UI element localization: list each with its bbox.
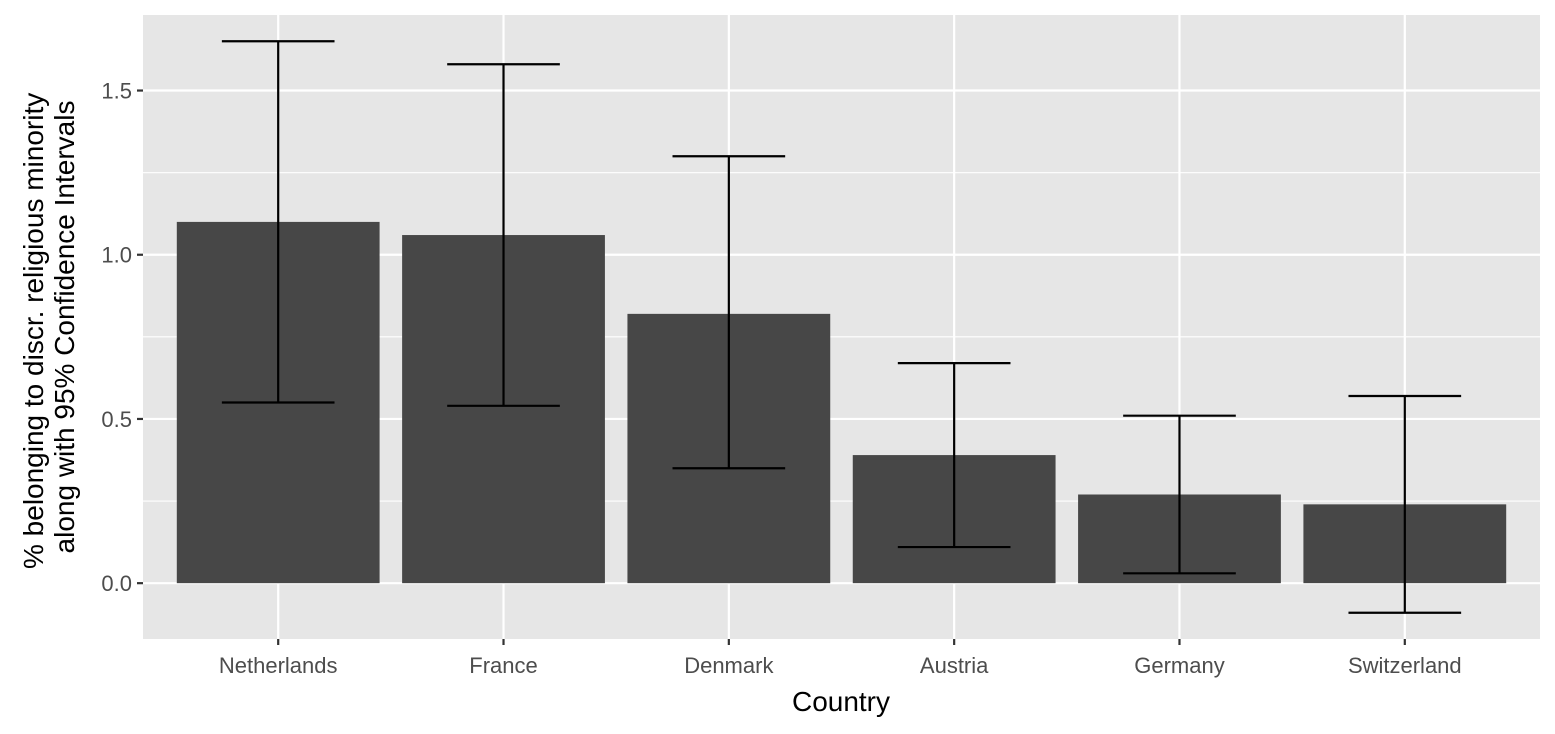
y-axis-title-line-2: along with 95% Confidence Intervals <box>49 101 80 554</box>
error-bar-denmark <box>672 155 786 470</box>
y-tick-label: 1.0 <box>101 243 132 268</box>
y-axis-title-line-1: % belonging to discr. religious minority <box>18 93 49 569</box>
error-bar-germany <box>1123 414 1236 575</box>
y-axis: 0.0 0.5 1.0 1.5 <box>101 79 143 596</box>
error-bar-switzerland <box>1348 394 1462 614</box>
error-bars <box>221 40 1462 614</box>
x-tick-label-denmark: Denmark <box>684 653 774 678</box>
error-bar-austria <box>897 362 1011 549</box>
x-tick-label-austria: Austria <box>920 653 989 678</box>
error-bar-netherlands <box>221 40 335 404</box>
x-tick-label-germany: Germany <box>1134 653 1224 678</box>
x-tick-label-netherlands: Netherlands <box>219 653 338 678</box>
x-axis: Netherlands France Denmark Austria Germany Sw… <box>219 639 1462 678</box>
y-tick-label: 0.0 <box>101 571 132 596</box>
y-tick-label: 0.5 <box>101 407 132 432</box>
error-bar-france <box>447 63 560 407</box>
y-axis-title: % belonging to discr. religious minority… <box>18 85 80 569</box>
y-tick-label: 1.5 <box>101 79 132 104</box>
x-tick-label-france: France <box>469 653 537 678</box>
x-tick-label-switzerland: Switzerland <box>1348 653 1462 678</box>
x-axis-title: Country <box>792 686 890 717</box>
